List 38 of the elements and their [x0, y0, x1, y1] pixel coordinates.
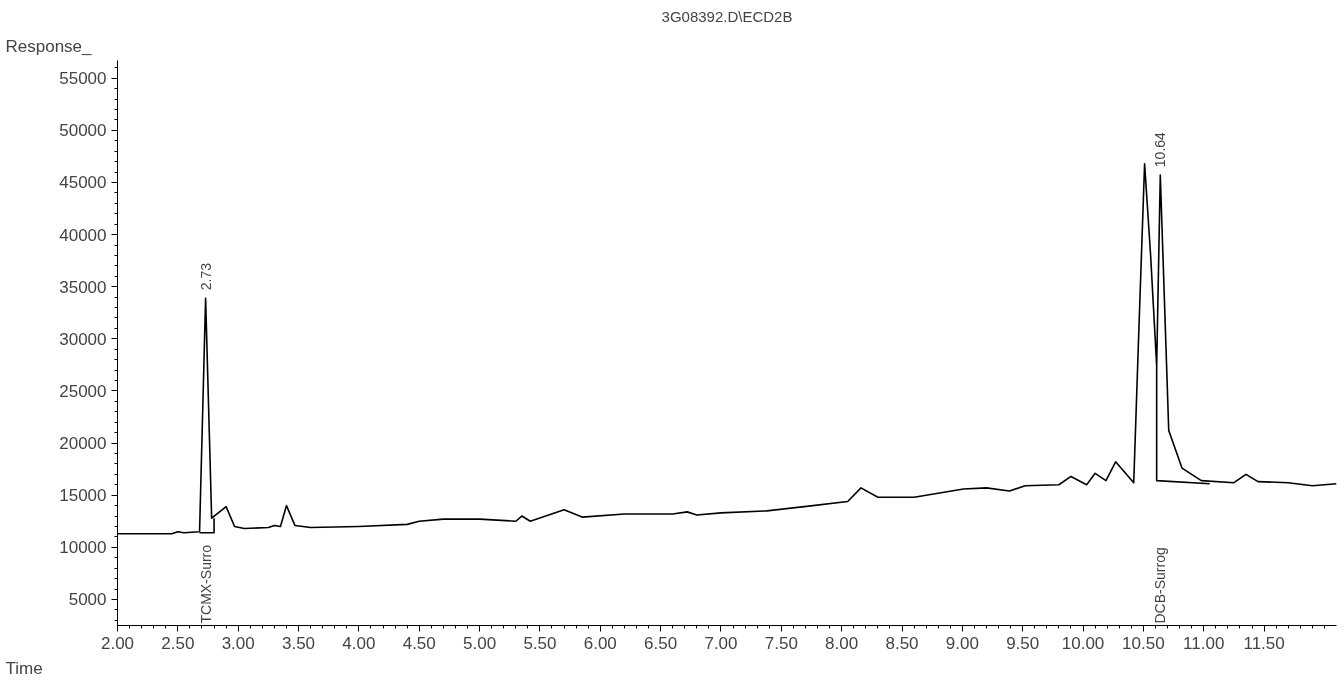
- y-tick-label: 35000: [59, 277, 107, 297]
- x-tick-label: 3.50: [282, 633, 316, 653]
- x-tick-label: 7.00: [704, 633, 738, 653]
- annotation: 2.73: [197, 262, 214, 291]
- y-axis-title: Response_: [5, 36, 93, 56]
- y-tick-label: 15000: [59, 486, 107, 506]
- annotation: 10.64: [1152, 131, 1169, 168]
- annotation: TCMX-Surro: [197, 544, 214, 624]
- chart-title: 3G08392.D\ECD2B: [661, 7, 793, 25]
- x-tick-label: 4.50: [402, 633, 436, 653]
- x-tick-label: 9.50: [1006, 633, 1040, 653]
- x-tick-label: 10.50: [1122, 633, 1165, 653]
- x-tick-label: 5.50: [523, 633, 557, 653]
- x-tick-label: 11.00: [1183, 633, 1225, 653]
- annotation: DCB-Surrog: [1152, 547, 1169, 624]
- x-tick-label: 3.00: [221, 633, 255, 653]
- x-tick-label: 10.00: [1061, 633, 1105, 653]
- y-tick-label: 55000: [59, 69, 107, 89]
- y-tick-label: 10000: [59, 538, 107, 558]
- x-tick-label: 8.00: [825, 633, 859, 653]
- y-tick-label: 40000: [59, 225, 107, 245]
- x-tick-label: 4.00: [342, 633, 376, 653]
- y-tick-label: 5000: [68, 590, 107, 610]
- y-tick-label: 30000: [59, 329, 107, 349]
- y-tick-label: 20000: [59, 434, 107, 454]
- y-tick-label: 25000: [59, 381, 107, 401]
- y-tick-label: 50000: [59, 121, 107, 141]
- x-tick-label: 9.00: [945, 633, 979, 653]
- x-tick-label: 8.50: [885, 633, 919, 653]
- x-axis-title: Time: [5, 658, 43, 678]
- x-tick-label: 2.00: [100, 633, 135, 653]
- y-tick-label: 45000: [59, 173, 107, 193]
- x-tick-label: 6.50: [644, 633, 678, 653]
- x-tick-label: 5.00: [463, 633, 497, 653]
- x-tick-label: 11.50: [1243, 633, 1285, 653]
- x-tick-label: 6.00: [583, 633, 617, 653]
- x-tick-label: 7.50: [764, 633, 798, 653]
- x-tick-label: 2.50: [161, 633, 195, 653]
